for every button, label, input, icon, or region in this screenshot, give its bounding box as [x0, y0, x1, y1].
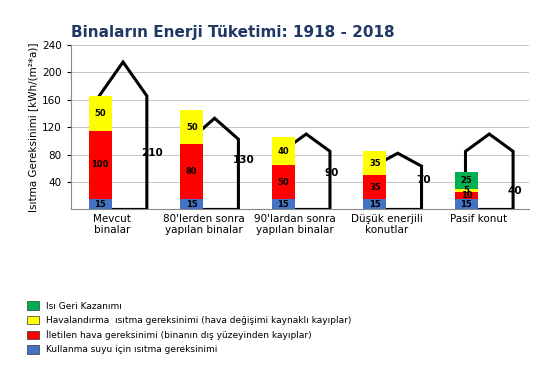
Text: 130: 130: [233, 155, 255, 165]
Text: 210: 210: [141, 148, 163, 158]
Bar: [180, 110, 203, 144]
Text: 50: 50: [277, 178, 289, 187]
Bar: [272, 138, 295, 165]
Bar: [89, 131, 112, 199]
Text: 50: 50: [94, 109, 106, 118]
Text: 15: 15: [277, 200, 289, 209]
Text: 25: 25: [461, 176, 473, 185]
Bar: [455, 199, 478, 209]
Text: 50: 50: [186, 123, 197, 132]
Bar: [364, 151, 386, 175]
Bar: [455, 192, 478, 199]
Bar: [89, 96, 112, 131]
Text: 15: 15: [186, 200, 198, 209]
Text: 70: 70: [416, 175, 431, 185]
Text: 5: 5: [463, 186, 469, 195]
Bar: [272, 199, 295, 209]
Text: 80: 80: [186, 167, 197, 176]
Text: 100: 100: [92, 160, 109, 169]
Bar: [89, 199, 112, 209]
Bar: [455, 189, 478, 192]
Text: 15: 15: [94, 200, 106, 209]
Bar: [455, 172, 478, 189]
Text: 15: 15: [461, 200, 473, 209]
Text: 15: 15: [369, 200, 381, 209]
Y-axis label: Isıtma Gereksinimi [kWh/(m²*a)]: Isıtma Gereksinimi [kWh/(m²*a)]: [28, 42, 38, 212]
Bar: [180, 144, 203, 199]
Bar: [180, 199, 203, 209]
Bar: [364, 199, 386, 209]
Text: 35: 35: [369, 183, 380, 191]
Text: 40: 40: [507, 186, 522, 196]
Legend: Isı Geri Kazanımı, Havalandırma  ısıtma gereksinimi (hava değişimi kaynaklı kayı: Isı Geri Kazanımı, Havalandırma ısıtma g…: [25, 300, 353, 356]
Bar: [364, 175, 386, 199]
Text: 40: 40: [277, 147, 289, 156]
Text: 90: 90: [324, 168, 339, 178]
Text: 10: 10: [461, 191, 472, 200]
Text: 35: 35: [369, 159, 380, 168]
Bar: [272, 165, 295, 199]
Text: Binaların Enerji Tüketimi: 1918 - 2018: Binaların Enerji Tüketimi: 1918 - 2018: [71, 25, 395, 40]
